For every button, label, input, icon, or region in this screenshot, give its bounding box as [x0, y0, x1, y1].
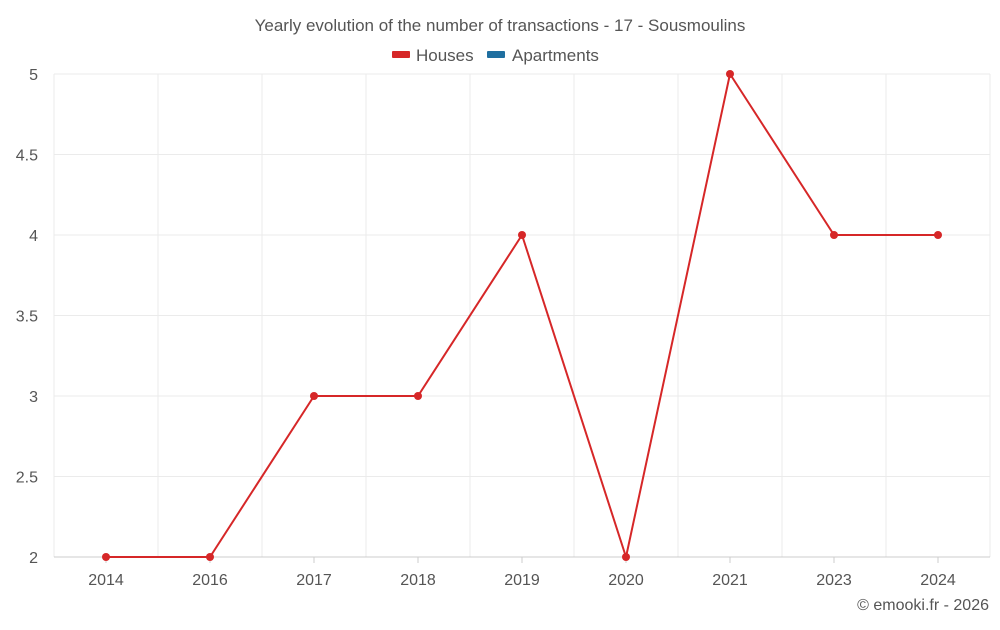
chart-title: Yearly evolution of the number of transa…	[255, 16, 746, 35]
data-point-houses[interactable]	[830, 231, 838, 239]
x-tick-label: 2014	[88, 572, 124, 589]
credit-text: © emooki.fr - 2026	[857, 597, 989, 614]
x-tick-label: 2016	[192, 572, 228, 589]
x-tick-label: 2023	[816, 572, 852, 589]
y-tick-label: 4	[29, 228, 38, 245]
legend: Houses Apartments	[392, 46, 599, 65]
y-axis: 2 2.5 3 3.5 4 4.5 5	[16, 67, 38, 567]
x-tick-label: 2018	[400, 572, 436, 589]
x-tick-label: 2020	[608, 572, 644, 589]
grid	[53, 73, 991, 558]
legend-label-apartments: Apartments	[512, 46, 599, 65]
data-point-houses[interactable]	[102, 553, 110, 561]
y-tick-label: 2.5	[16, 470, 38, 487]
x-tick-label: 2017	[296, 572, 332, 589]
x-tick-label: 2019	[504, 572, 540, 589]
y-tick-label: 2	[29, 550, 38, 567]
data-point-houses[interactable]	[726, 70, 734, 78]
y-tick-label: 4.5	[16, 148, 38, 165]
x-tick-label: 2024	[920, 572, 956, 589]
legend-item-apartments[interactable]: Apartments	[487, 46, 599, 65]
x-tick-label: 2021	[712, 572, 748, 589]
legend-item-houses[interactable]: Houses	[392, 46, 474, 65]
data-point-houses[interactable]	[206, 553, 214, 561]
legend-swatch-houses	[392, 51, 410, 58]
y-tick-label: 3.5	[16, 309, 38, 326]
data-point-houses[interactable]	[310, 392, 318, 400]
y-tick-label: 3	[29, 389, 38, 406]
legend-label-houses: Houses	[416, 46, 474, 65]
x-axis: 2014 2016 2017 2018 2019 2020 2021 2023 2024	[88, 557, 956, 589]
y-tick-label: 5	[29, 67, 38, 84]
legend-swatch-apartments	[487, 51, 505, 58]
series-houses	[102, 70, 942, 561]
data-point-houses[interactable]	[518, 231, 526, 239]
data-point-houses[interactable]	[622, 553, 630, 561]
data-point-houses[interactable]	[414, 392, 422, 400]
data-point-houses[interactable]	[934, 231, 942, 239]
